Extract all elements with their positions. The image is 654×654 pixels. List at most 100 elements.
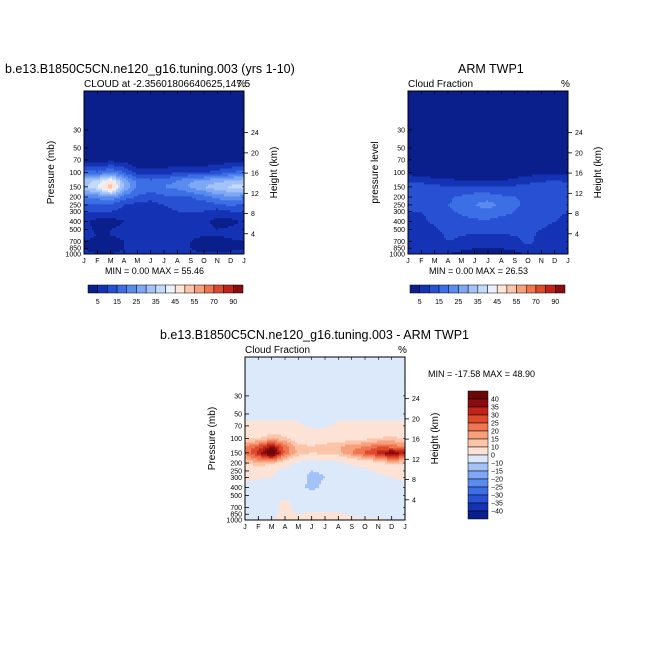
contour-cell xyxy=(126,138,129,142)
contour-cell xyxy=(238,144,241,148)
contour-cell xyxy=(174,162,177,165)
contour-cell xyxy=(228,98,231,102)
contour-cell xyxy=(114,190,117,193)
contour-cell xyxy=(220,178,223,181)
contour-cell xyxy=(142,140,145,144)
contour-cell xyxy=(242,186,245,189)
contour-cell xyxy=(148,142,151,146)
contour-cell xyxy=(228,180,231,183)
contour-cell xyxy=(144,150,147,153)
contour-cell xyxy=(198,210,201,213)
contour-cell xyxy=(106,214,109,217)
contour-cell xyxy=(104,100,107,104)
contour-cell xyxy=(112,91,115,94)
contour-cell xyxy=(170,138,173,142)
contour-cell xyxy=(140,154,143,157)
contour-cell xyxy=(102,148,105,151)
contour-cell xyxy=(132,148,135,151)
contour-cell xyxy=(132,144,135,148)
contour-cell xyxy=(234,128,237,132)
contour-cell xyxy=(128,112,131,116)
contour-cell xyxy=(216,140,219,144)
contour-cell xyxy=(142,146,145,149)
contour-cell xyxy=(208,208,211,211)
contour-cell xyxy=(164,184,167,187)
contour-cell xyxy=(178,158,181,161)
contour-cell xyxy=(180,190,183,193)
contour-cell xyxy=(122,96,125,100)
contour-cell xyxy=(154,106,157,110)
contour-cell xyxy=(236,94,239,98)
contour-cell xyxy=(204,132,207,136)
contour-cell xyxy=(92,168,95,171)
contour-cell xyxy=(184,132,187,136)
contour-cell xyxy=(240,178,243,181)
contour-cell xyxy=(186,152,189,155)
contour-cell xyxy=(118,114,121,118)
contour-cell xyxy=(138,108,141,112)
contour-cell xyxy=(118,182,121,185)
contour-cell xyxy=(192,174,195,177)
contour-cell xyxy=(232,120,235,124)
contour-cell xyxy=(232,168,235,171)
contour-cell xyxy=(222,202,225,205)
contour-cell xyxy=(156,168,159,171)
contour-cell xyxy=(100,104,103,108)
contour-cell xyxy=(106,166,109,169)
contour-cell xyxy=(108,200,111,203)
contour-cell xyxy=(242,126,245,130)
contour-cell xyxy=(200,188,203,191)
contour-cell xyxy=(118,154,121,157)
contour-cell xyxy=(108,192,111,195)
contour-cell xyxy=(112,148,115,151)
contour-cell xyxy=(154,104,157,108)
contour-cell xyxy=(134,100,137,104)
contour-cell xyxy=(214,170,217,173)
contour-cell xyxy=(206,132,209,136)
contour-cell xyxy=(210,130,213,134)
contour-cell xyxy=(116,122,119,126)
contour-cell xyxy=(130,136,133,140)
contour-cell xyxy=(226,140,229,144)
contour-cell xyxy=(210,212,213,215)
contour-cell xyxy=(124,198,127,201)
contour-cell xyxy=(156,126,159,130)
contour-cell xyxy=(90,106,93,110)
contour-cell xyxy=(136,148,139,151)
contour-cell xyxy=(194,128,197,132)
contour-cell xyxy=(130,172,133,175)
contour-cell xyxy=(150,200,153,203)
contour-cell xyxy=(222,164,225,167)
contour-cell xyxy=(188,144,191,148)
contour-cell xyxy=(132,132,135,136)
contour-cell xyxy=(110,176,113,179)
contour-cell xyxy=(132,98,135,102)
contour-cell xyxy=(152,112,155,116)
contour-cell xyxy=(138,212,141,215)
contour-cell xyxy=(144,91,147,94)
contour-cell xyxy=(186,124,189,128)
contour-cell xyxy=(150,166,153,169)
contour-cell xyxy=(178,100,181,104)
contour-cell xyxy=(118,98,121,102)
contour-cell xyxy=(100,91,103,94)
contour-cell xyxy=(190,188,193,191)
contour-cell xyxy=(238,170,241,173)
contour-cell xyxy=(120,172,123,175)
contour-cell xyxy=(190,176,193,179)
contour-cell xyxy=(142,186,145,189)
contour-cell xyxy=(154,130,157,134)
contour-cell xyxy=(146,104,149,108)
contour-cell xyxy=(96,166,99,169)
contour-cell xyxy=(90,210,93,213)
contour-cell xyxy=(106,96,109,100)
contour-cell xyxy=(170,170,173,173)
contour-cell xyxy=(208,140,211,144)
contour-cell xyxy=(130,106,133,110)
contour-cell xyxy=(140,198,143,201)
contour-cell xyxy=(224,204,227,207)
contour-cell xyxy=(132,104,135,108)
contour-cell xyxy=(124,200,127,203)
contour-cell xyxy=(186,94,189,98)
contour-cell xyxy=(228,91,231,94)
